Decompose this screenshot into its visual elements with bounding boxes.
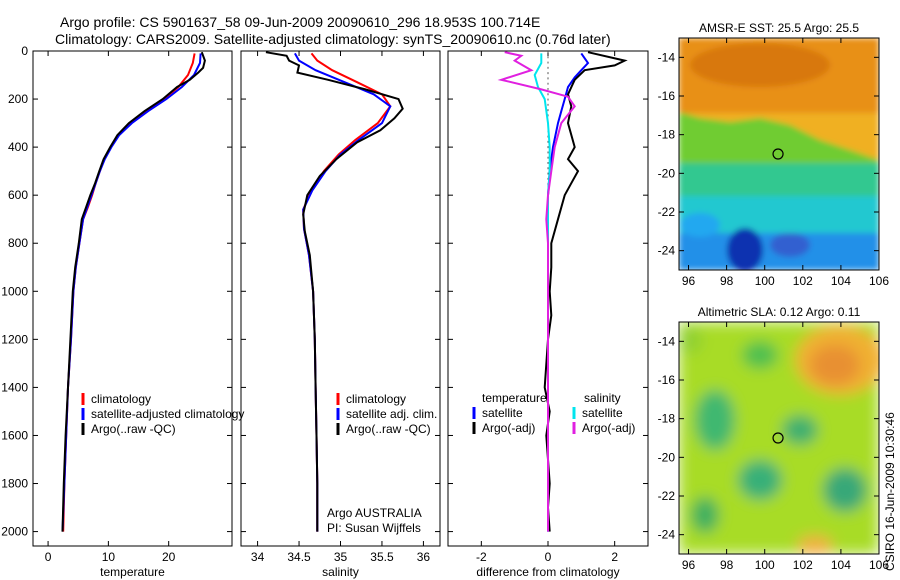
salinity-panel-xlabel: salinity [322,565,359,579]
sst-map-ytick-label: -24 [658,244,676,258]
sla-map-ytick-label: -18 [658,412,676,426]
temperature-panel-xtick-label: 0 [45,550,52,564]
temperature-panel-xlabel: temperature [100,565,165,579]
depth-tick-label: 600 [8,188,28,202]
salinity-panel-xtick-label: 35 [334,550,348,564]
sla-map-xtick-label: 106 [869,558,889,572]
salinity-panel-series-2 [265,51,404,532]
depth-tick-label: 200 [8,92,28,106]
depth-tick-label: 800 [8,236,28,250]
salinity-panel-xtick-label: 36 [417,550,431,564]
sla-map-ytick-label: -24 [658,528,676,542]
temperature-panel-xtick-label: 20 [162,550,176,564]
argo-position-marker [772,432,784,444]
diff-legend-header-salinity: salinity [584,391,621,405]
depth-tick-label: 1000 [1,284,28,298]
depth-tick-label: 1800 [1,477,28,491]
sst-map-ytick-label: -16 [658,89,676,103]
sst-map-xtick-label: 96 [682,274,696,288]
salinity-legend-item: climatology [346,392,406,406]
sst-map-xtick-label: 100 [755,274,775,288]
sst-map-xtick-label: 106 [869,274,889,288]
salinity-legend-item: Argo(..raw -QC) [346,422,431,436]
sst-map-xtick-label: 98 [720,274,734,288]
sla-map-xtick-label: 102 [793,558,813,572]
sst-map-title: AMSR-E SST: 25.5 Argo: 25.5 [699,21,859,35]
depth-tick-label: 1600 [1,428,28,442]
sla-map-ytick-label: -14 [658,334,676,348]
sla-map-xtick-label: 96 [682,558,696,572]
sla-map-frame [678,321,880,555]
sla-map-ytick-label: -22 [658,489,676,503]
depth-tick-label: 1200 [1,332,28,346]
sla-map-title: Altimetric SLA: 0.12 Argo: 0.11 [698,305,861,319]
sst-map-ytick-label: -20 [658,166,676,180]
difference-panel-xtick-label: 2 [611,550,618,564]
diff-legend-header-temperature: temperature [482,391,547,405]
diff-legend-item: satellite [582,406,623,420]
side-stamp: CSIRO 16-Jun-2009 10:30:46 [883,412,897,571]
diff-legend-item: Argo(-adj) [482,421,535,435]
salinity-panel-xtick-label: 34 [251,550,265,564]
sla-map-xtick-label: 100 [755,558,775,572]
difference-panel-series-1 [543,51,628,532]
difference-panel-xtick-label: -2 [476,550,487,564]
sla-map-xtick-label: 104 [831,558,851,572]
temperature-legend-item: climatology [91,392,151,406]
difference-panel-xtick-label: 0 [545,550,552,564]
difference-panel-xlabel: difference from climatology [476,565,619,579]
plot-layer: 0 10 2002004006008001000120014001600180020… [1,21,889,579]
depth-tick-label: 400 [8,140,28,154]
header-line-2: Climatology: CARS2009. Satellite-adjuste… [55,31,611,47]
sst-map-field [679,38,879,270]
sst-map-ytick-label: -22 [658,205,676,219]
salinity-panel-xtick-label: 34.5 [287,550,311,564]
sst-map-ytick-label: -14 [658,50,676,64]
header-line-1: Argo profile: CS 5901637_58 09-Jun-2009 … [60,14,540,30]
pi-annotation: PI: Susan Wijffels [327,521,421,535]
sla-map-ytick-label: -16 [658,373,676,387]
diff-legend-item: Argo(-adj) [582,421,635,435]
temperature-legend-item: Argo(..raw -QC) [91,422,176,436]
sla-map-ytick-label: -20 [658,450,676,464]
sst-map-ytick-label: -18 [658,128,676,142]
temperature-panel-series-2 [61,51,206,532]
depth-tick-label: 1400 [1,380,28,394]
sla-map-field [679,322,879,554]
sst-map-xtick-label: 102 [793,274,813,288]
depth-tick-label: 2000 [1,525,28,539]
difference-panel-series-3 [497,51,576,532]
sst-map-xtick-label: 104 [831,274,851,288]
depth-tick-label: 0 [21,44,28,58]
sla-map-xtick-label: 98 [720,558,734,572]
owner-annotation: Argo AUSTRALIA [327,506,422,520]
temperature-panel-series-1 [61,53,202,532]
salinity-legend-item: satellite adj. clim. [346,407,437,421]
salinity-panel-xtick-label: 35.5 [370,550,394,564]
temperature-panel-frame [32,50,233,547]
temperature-legend-item: satellite-adjusted climatology [91,407,244,421]
sst-map-frame [678,37,880,271]
diff-legend-item: satellite [482,406,523,420]
temperature-panel-xtick-label: 10 [102,550,116,564]
argo-position-marker [772,148,784,160]
salinity-panel-frame [240,50,441,547]
